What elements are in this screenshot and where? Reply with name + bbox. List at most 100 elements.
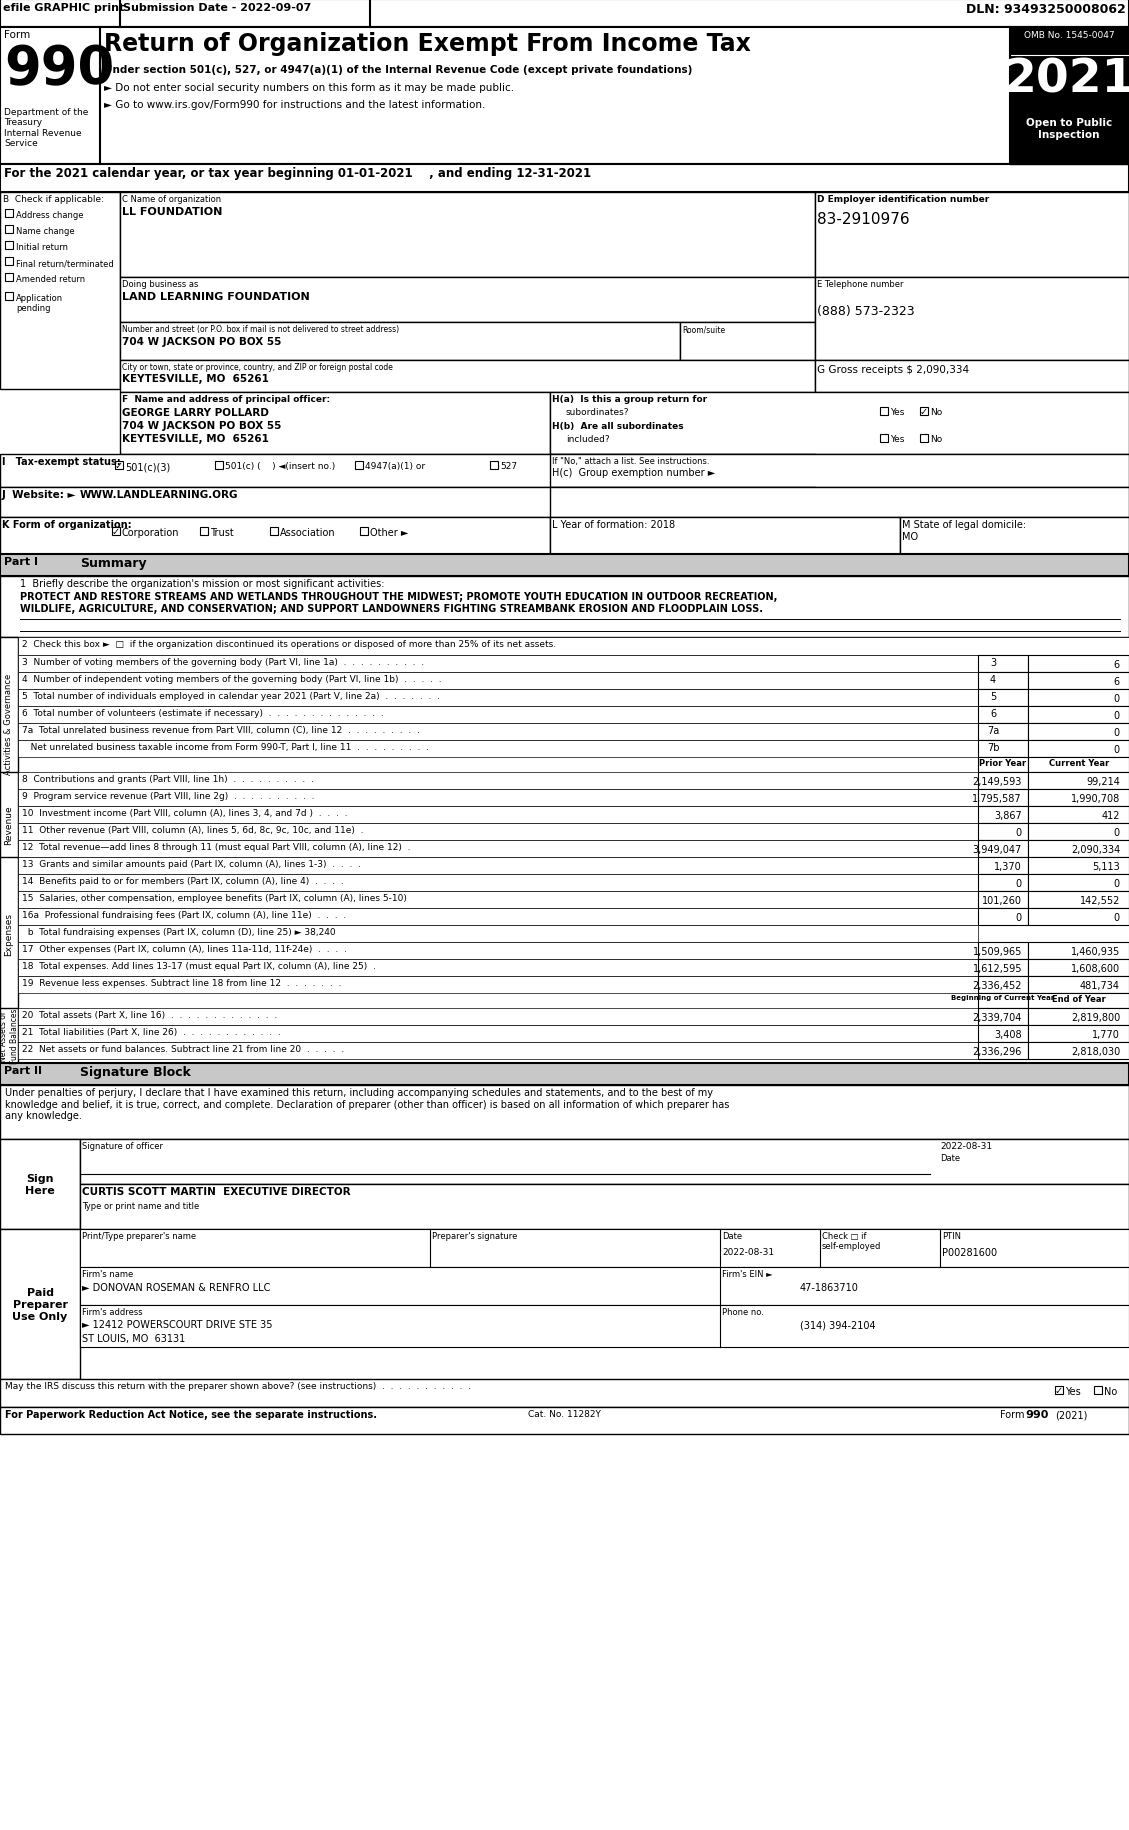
- Bar: [815, 192, 1129, 278]
- Text: 0: 0: [1114, 728, 1120, 737]
- Text: Amended return: Amended return: [16, 274, 85, 284]
- Text: 7a: 7a: [987, 727, 999, 736]
- Text: 3,949,047: 3,949,047: [973, 844, 1022, 855]
- Bar: [18, 1025, 978, 1043]
- Text: 0: 0: [1016, 913, 1022, 922]
- Bar: [1029, 908, 1129, 926]
- Text: 5: 5: [990, 692, 996, 701]
- Text: 0: 0: [1114, 710, 1120, 721]
- Text: 10  Investment income (Part VIII, column (A), lines 3, 4, and 7d )  .  .  .  .: 10 Investment income (Part VIII, column …: [21, 809, 348, 818]
- Bar: [0, 554, 1129, 576]
- Bar: [550, 518, 900, 554]
- Text: 0: 0: [1114, 827, 1120, 838]
- Bar: [1029, 858, 1129, 875]
- Text: P00281600: P00281600: [942, 1248, 997, 1257]
- Text: 21  Total liabilities (Part X, line 26)  .  .  .  .  .  .  .  .  .  .  .  .: 21 Total liabilities (Part X, line 26) .…: [21, 1027, 281, 1036]
- Text: 501(c) (    ) ◄(insert no.): 501(c) ( ) ◄(insert no.): [225, 461, 335, 470]
- Text: Form: Form: [1000, 1409, 1027, 1420]
- Text: 1,460,935: 1,460,935: [1070, 946, 1120, 957]
- Text: 0: 0: [1016, 827, 1022, 838]
- Text: 1,990,708: 1,990,708: [1070, 794, 1120, 803]
- Bar: [120, 322, 680, 361]
- Text: 501(c)(3): 501(c)(3): [125, 461, 170, 472]
- Bar: [112, 527, 120, 536]
- Text: No: No: [1104, 1387, 1118, 1396]
- Text: 101,260: 101,260: [982, 895, 1022, 906]
- Text: Other ►: Other ►: [370, 527, 409, 538]
- Bar: [5, 293, 14, 300]
- Text: Phone no.: Phone no.: [723, 1307, 764, 1316]
- Text: LAND LEARNING FOUNDATION: LAND LEARNING FOUNDATION: [122, 291, 309, 302]
- Text: Print/Type preparer's name: Print/Type preparer's name: [82, 1232, 196, 1241]
- Bar: [1029, 840, 1129, 858]
- Text: 14  Benefits paid to or for members (Part IX, column (A), line 4)  .  .  .  .: 14 Benefits paid to or for members (Part…: [21, 877, 343, 886]
- Text: Department of the
Treasury
Internal Revenue
Service: Department of the Treasury Internal Reve…: [5, 108, 88, 148]
- Bar: [1029, 690, 1129, 706]
- Bar: [0, 0, 1129, 27]
- Text: Check □ if
self-employed: Check □ if self-employed: [822, 1232, 882, 1250]
- Text: 5,113: 5,113: [1092, 862, 1120, 871]
- Bar: [18, 690, 978, 706]
- Text: Preparer's signature: Preparer's signature: [432, 1232, 517, 1241]
- Text: 990: 990: [1025, 1409, 1049, 1420]
- Bar: [978, 1043, 1029, 1060]
- Bar: [355, 461, 364, 470]
- Text: L Year of formation: 2018: L Year of formation: 2018: [552, 520, 675, 529]
- Bar: [1029, 807, 1129, 824]
- Text: ST LOUIS, MO  63131: ST LOUIS, MO 63131: [82, 1334, 185, 1343]
- Bar: [815, 278, 1129, 361]
- Text: Number and street (or P.O. box if mail is not delivered to street address): Number and street (or P.O. box if mail i…: [122, 324, 400, 333]
- Text: Yes: Yes: [890, 436, 904, 443]
- Text: (2021): (2021): [1054, 1409, 1087, 1420]
- Text: PTIN: PTIN: [942, 1232, 961, 1241]
- Text: ✓: ✓: [115, 461, 123, 470]
- Text: DLN: 93493250008062: DLN: 93493250008062: [966, 4, 1126, 16]
- Text: For Paperwork Reduction Act Notice, see the separate instructions.: For Paperwork Reduction Act Notice, see …: [5, 1409, 377, 1420]
- Bar: [0, 576, 1129, 637]
- Bar: [18, 655, 978, 673]
- Bar: [120, 393, 550, 454]
- Text: 142,552: 142,552: [1079, 895, 1120, 906]
- Text: Form: Form: [5, 29, 30, 40]
- Bar: [978, 875, 1029, 891]
- Text: (888) 573-2323: (888) 573-2323: [817, 306, 914, 318]
- Bar: [0, 1063, 1129, 1085]
- Text: Expenses: Expenses: [5, 913, 14, 955]
- Bar: [18, 637, 1129, 655]
- Text: 0: 0: [1114, 878, 1120, 889]
- Bar: [18, 1043, 978, 1060]
- Text: 3,408: 3,408: [995, 1030, 1022, 1039]
- Text: KEYTESVILLE, MO  65261: KEYTESVILLE, MO 65261: [122, 434, 269, 443]
- Text: ✓: ✓: [112, 527, 120, 536]
- Bar: [18, 1008, 978, 1025]
- Bar: [18, 942, 978, 959]
- Text: Signature of officer: Signature of officer: [82, 1142, 163, 1151]
- Text: B  Check if applicable:: B Check if applicable:: [3, 194, 104, 203]
- Bar: [18, 824, 978, 840]
- Text: ► Do not enter social security numbers on this form as it may be made public.: ► Do not enter social security numbers o…: [104, 82, 514, 93]
- Text: D Employer identification number: D Employer identification number: [817, 194, 989, 203]
- Bar: [1094, 1387, 1102, 1394]
- Bar: [978, 706, 1029, 723]
- Text: M State of legal domicile:
MO: M State of legal domicile: MO: [902, 520, 1026, 542]
- Text: 0: 0: [1016, 878, 1022, 889]
- Text: Sign
Here: Sign Here: [25, 1173, 55, 1195]
- Text: ► DONOVAN ROSEMAN & RENFRO LLC: ► DONOVAN ROSEMAN & RENFRO LLC: [82, 1283, 270, 1292]
- Text: 7a  Total unrelated business revenue from Part VIII, column (C), line 12  .  .  : 7a Total unrelated business revenue from…: [21, 727, 420, 734]
- Text: 0: 0: [1114, 745, 1120, 754]
- Text: Net Assets or
Fund Balances: Net Assets or Fund Balances: [0, 1008, 19, 1063]
- Text: 704 W JACKSON PO BOX 55: 704 W JACKSON PO BOX 55: [122, 421, 281, 430]
- Bar: [80, 1305, 1129, 1347]
- Text: 4  Number of independent voting members of the governing body (Part VI, line 1b): 4 Number of independent voting members o…: [21, 675, 441, 684]
- Text: OMB No. 1545-0047: OMB No. 1545-0047: [1024, 31, 1114, 40]
- Bar: [920, 408, 928, 415]
- Bar: [978, 690, 1029, 706]
- Bar: [550, 489, 1129, 518]
- Bar: [1029, 673, 1129, 690]
- Text: 1,612,595: 1,612,595: [972, 963, 1022, 974]
- Bar: [0, 27, 1129, 165]
- Text: 6  Total number of volunteers (estimate if necessary)  .  .  .  .  .  .  .  .  .: 6 Total number of volunteers (estimate i…: [21, 708, 384, 717]
- Text: Prior Year: Prior Year: [980, 759, 1026, 767]
- Bar: [0, 518, 550, 554]
- Text: 2,819,800: 2,819,800: [1070, 1012, 1120, 1023]
